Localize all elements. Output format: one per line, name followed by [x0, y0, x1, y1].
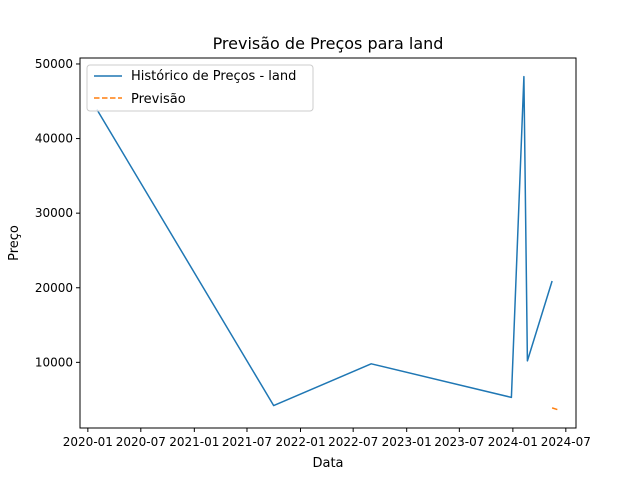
y-tick-label: 50000: [35, 57, 73, 71]
chart-title: Previsão de Preços para land: [213, 34, 444, 53]
x-tick-label: 2021-01: [169, 435, 219, 449]
x-tick-label: 2023-07: [434, 435, 484, 449]
y-tick-label: 30000: [35, 206, 73, 220]
y-tick-label: 10000: [35, 355, 73, 369]
plot-area: [80, 58, 576, 428]
x-tick-label: 2022-07: [328, 435, 378, 449]
y-axis-label: Preço: [7, 225, 22, 261]
series-line-historico: [96, 75, 553, 407]
series-line-previsao: [551, 407, 560, 411]
x-axis-ticks: 2020-01 2020-07 2021-01 2021-07 2022-01 2022-…: [63, 428, 591, 449]
plot-frame: [79, 57, 577, 429]
legend: Histórico de Preços - land Previsão: [86, 64, 314, 112]
x-axis-label: Data: [312, 456, 343, 471]
x-tick-label: 2023-01: [382, 435, 432, 449]
y-axis-ticks: 10000 20000 30000 40000 50000: [35, 57, 80, 369]
plot-background: [80, 58, 576, 428]
y-tick-label: 40000: [35, 132, 73, 146]
legend-box: [86, 64, 314, 112]
series-layer: [96, 75, 560, 411]
y-tick-label: 20000: [35, 281, 73, 295]
x-tick-label: 2024-01: [488, 435, 538, 449]
legend-label-previsao: Previsão: [131, 92, 186, 107]
x-tick-label: 2021-07: [222, 435, 272, 449]
x-tick-label: 2022-01: [275, 435, 325, 449]
x-tick-label: 2020-01: [63, 435, 113, 449]
legend-label-historico: Histórico de Preços - land: [131, 69, 296, 84]
x-tick-label: 2024-07: [541, 435, 591, 449]
x-tick-label: 2020-07: [116, 435, 166, 449]
